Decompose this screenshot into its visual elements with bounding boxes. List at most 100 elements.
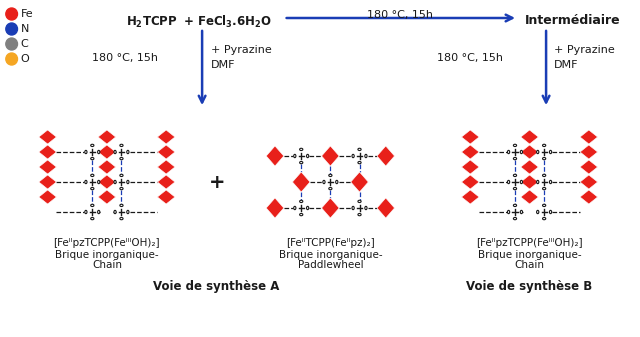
Ellipse shape: [543, 144, 546, 147]
Text: Voie de synthèse B: Voie de synthèse B: [467, 280, 593, 293]
Text: [FeᴵᴵpzTCPP(FeᴵᴵᴵOH)₂]: [FeᴵᴵpzTCPP(FeᴵᴵᴵOH)₂]: [54, 238, 160, 248]
Ellipse shape: [550, 150, 552, 154]
Ellipse shape: [294, 154, 296, 158]
Text: O: O: [20, 54, 29, 64]
Ellipse shape: [513, 187, 516, 190]
Ellipse shape: [84, 180, 87, 184]
Text: Fe: Fe: [20, 9, 33, 19]
Ellipse shape: [91, 217, 94, 220]
Polygon shape: [98, 175, 116, 189]
Polygon shape: [157, 175, 175, 189]
Polygon shape: [461, 130, 479, 144]
Ellipse shape: [358, 213, 361, 216]
Ellipse shape: [127, 210, 129, 214]
Polygon shape: [98, 130, 116, 144]
Text: DMF: DMF: [211, 60, 236, 70]
Text: 180 °C, 15h: 180 °C, 15h: [367, 10, 433, 20]
Ellipse shape: [98, 150, 100, 154]
Ellipse shape: [536, 180, 539, 184]
Text: $\mathbf{H_2TCPP}$  $\mathbf{+ \ FeCl_3.6H_2O}$: $\mathbf{H_2TCPP}$ $\mathbf{+ \ FeCl_3.6…: [126, 14, 272, 30]
Polygon shape: [461, 190, 479, 204]
Text: + Pyrazine: + Pyrazine: [554, 45, 614, 55]
Polygon shape: [39, 145, 56, 159]
Ellipse shape: [120, 174, 123, 177]
Polygon shape: [322, 146, 339, 166]
Ellipse shape: [323, 180, 325, 184]
Circle shape: [6, 38, 17, 50]
Ellipse shape: [550, 210, 552, 214]
Text: Chain: Chain: [515, 260, 545, 270]
Ellipse shape: [114, 210, 116, 214]
Ellipse shape: [91, 174, 94, 177]
Polygon shape: [461, 175, 479, 189]
Ellipse shape: [365, 206, 367, 210]
Ellipse shape: [352, 206, 354, 210]
Polygon shape: [157, 130, 175, 144]
Ellipse shape: [358, 200, 361, 203]
Circle shape: [6, 53, 17, 65]
Polygon shape: [322, 198, 339, 218]
Ellipse shape: [358, 148, 361, 151]
Ellipse shape: [127, 150, 129, 154]
Ellipse shape: [513, 144, 516, 147]
Ellipse shape: [358, 161, 361, 164]
Ellipse shape: [300, 213, 303, 216]
Ellipse shape: [114, 180, 116, 184]
Polygon shape: [377, 146, 394, 166]
Polygon shape: [266, 146, 284, 166]
Polygon shape: [521, 130, 538, 144]
Polygon shape: [39, 130, 56, 144]
Polygon shape: [521, 190, 538, 204]
Ellipse shape: [114, 150, 116, 154]
Ellipse shape: [543, 204, 546, 207]
Ellipse shape: [543, 187, 546, 190]
Ellipse shape: [543, 174, 546, 177]
Ellipse shape: [550, 180, 552, 184]
Text: 180 °C, 15h: 180 °C, 15h: [437, 53, 503, 63]
Text: Brique inorganique-: Brique inorganique-: [278, 250, 382, 260]
Ellipse shape: [536, 150, 539, 154]
Ellipse shape: [91, 187, 94, 190]
Polygon shape: [461, 160, 479, 174]
Ellipse shape: [536, 210, 539, 214]
Polygon shape: [377, 198, 394, 218]
Circle shape: [6, 8, 17, 20]
Ellipse shape: [294, 206, 296, 210]
Ellipse shape: [120, 187, 123, 190]
Polygon shape: [580, 130, 598, 144]
Ellipse shape: [520, 180, 522, 184]
Text: Brique inorganique-: Brique inorganique-: [55, 250, 159, 260]
Ellipse shape: [335, 180, 338, 184]
Polygon shape: [580, 175, 598, 189]
Polygon shape: [39, 160, 56, 174]
Polygon shape: [351, 172, 368, 192]
Ellipse shape: [508, 180, 509, 184]
Text: [FeᴵᴵTCPP(Feᴵᴵpz)₂]: [FeᴵᴵTCPP(Feᴵᴵpz)₂]: [286, 238, 375, 248]
Text: + Pyrazine: + Pyrazine: [211, 45, 271, 55]
Ellipse shape: [84, 150, 87, 154]
Text: Paddlewheel: Paddlewheel: [298, 260, 363, 270]
Polygon shape: [98, 160, 116, 174]
Ellipse shape: [513, 174, 516, 177]
Ellipse shape: [520, 150, 522, 154]
Ellipse shape: [127, 180, 129, 184]
Ellipse shape: [91, 157, 94, 160]
Text: Voie de synthèse A: Voie de synthèse A: [154, 280, 280, 293]
Ellipse shape: [120, 157, 123, 160]
Text: Brique inorganique-: Brique inorganique-: [477, 250, 581, 260]
Text: [FeᴵᴵpzTCPP(FeᴵᴵᴵOH)₂]: [FeᴵᴵpzTCPP(FeᴵᴵᴵOH)₂]: [476, 238, 583, 248]
Ellipse shape: [120, 217, 123, 220]
Ellipse shape: [120, 144, 123, 147]
Ellipse shape: [300, 200, 303, 203]
Ellipse shape: [91, 144, 94, 147]
Ellipse shape: [98, 210, 100, 214]
Text: DMF: DMF: [554, 60, 579, 70]
Polygon shape: [157, 145, 175, 159]
Text: Chain: Chain: [92, 260, 122, 270]
Polygon shape: [580, 190, 598, 204]
Ellipse shape: [91, 204, 94, 207]
Text: 180 °C, 15h: 180 °C, 15h: [92, 53, 158, 63]
Ellipse shape: [329, 174, 332, 177]
Ellipse shape: [513, 217, 516, 220]
Ellipse shape: [300, 148, 303, 151]
